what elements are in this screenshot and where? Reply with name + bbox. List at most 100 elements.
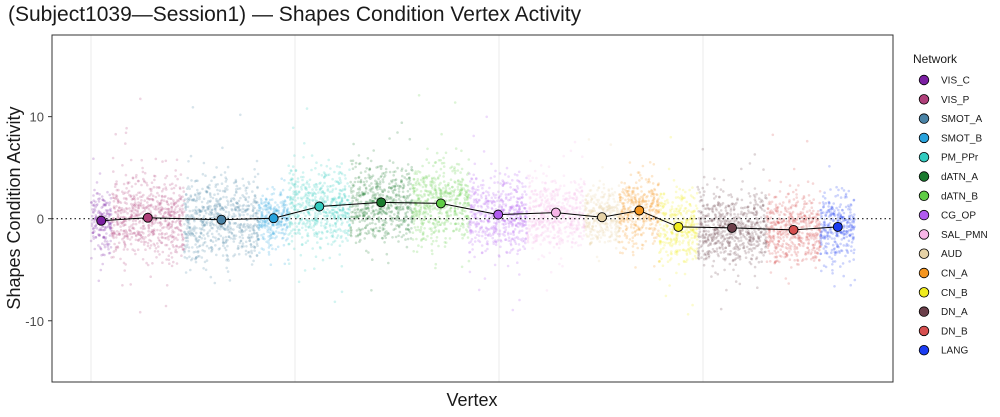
data-point [272, 209, 276, 213]
data-point [414, 181, 418, 184]
data-point [363, 210, 366, 214]
data-point [427, 194, 431, 197]
data-point [423, 192, 426, 196]
data-point [613, 191, 617, 194]
data-point [203, 224, 206, 228]
data-point [306, 234, 309, 237]
data-point [149, 189, 153, 193]
data-point [136, 203, 140, 207]
data-point [251, 209, 255, 212]
data-point [316, 232, 319, 236]
data-point [165, 207, 169, 211]
data-point [264, 224, 267, 227]
data-point [335, 165, 339, 168]
data-point [260, 247, 264, 250]
data-point [122, 229, 126, 233]
data-point [495, 228, 498, 231]
data-point [527, 215, 531, 218]
data-point [501, 199, 505, 203]
data-point [362, 183, 366, 187]
data-point [368, 167, 372, 171]
data-point [138, 203, 141, 207]
data-point [178, 215, 181, 219]
data-point [398, 184, 402, 188]
data-point [547, 165, 551, 168]
data-point [545, 220, 549, 224]
data-point [200, 210, 203, 213]
data-point [122, 192, 125, 195]
data-point [410, 165, 414, 169]
data-point [138, 231, 142, 234]
data-point [394, 199, 398, 202]
data-point [137, 238, 140, 242]
data-point [320, 237, 323, 240]
data-point [116, 220, 119, 223]
data-point [124, 173, 128, 177]
data-point [152, 222, 155, 226]
data-point [472, 173, 476, 177]
data-point [468, 221, 472, 225]
data-point [315, 183, 318, 186]
data-point [325, 222, 329, 226]
data-point [407, 207, 410, 210]
data-point [367, 209, 371, 213]
data-point [378, 185, 382, 188]
data-point [351, 159, 355, 162]
data-point [460, 186, 463, 189]
data-point [219, 234, 223, 238]
data-point [147, 208, 151, 211]
data-point [588, 222, 591, 225]
data-point [133, 249, 136, 252]
data-point [584, 198, 587, 201]
data-point [178, 186, 182, 189]
data-point [556, 219, 560, 222]
data-point [333, 216, 336, 220]
data-point [601, 190, 604, 194]
data-point [258, 225, 261, 229]
data-point [354, 216, 358, 220]
data-point [144, 248, 147, 251]
data-point [566, 200, 570, 203]
data-point [186, 205, 190, 209]
data-point [514, 236, 517, 240]
data-point [480, 244, 484, 247]
data-point [251, 235, 254, 239]
data-point [545, 289, 549, 292]
data-point [249, 243, 253, 246]
data-point [257, 206, 261, 209]
data-point [420, 245, 424, 249]
data-point [172, 260, 175, 264]
data-point [460, 167, 464, 171]
data-point [277, 209, 280, 213]
data-point [367, 207, 371, 210]
data-point [214, 212, 217, 215]
data-point [233, 222, 237, 225]
data-point [535, 218, 538, 222]
data-point [103, 228, 107, 231]
data-point [419, 230, 422, 234]
data-point [308, 202, 311, 205]
data-point [547, 223, 550, 227]
data-point [603, 234, 607, 237]
data-point [200, 236, 203, 240]
data-point [476, 193, 480, 196]
data-point [593, 209, 596, 213]
data-point [165, 258, 168, 261]
data-point [420, 219, 424, 223]
data-point [346, 233, 350, 237]
data-point [476, 205, 480, 208]
data-point [413, 226, 417, 229]
data-point [644, 240, 648, 243]
data-point [343, 196, 347, 199]
data-point [294, 199, 297, 202]
data-point [319, 247, 322, 250]
data-point [164, 194, 167, 198]
data-point [254, 196, 257, 199]
data-point [202, 219, 206, 223]
data-point [222, 208, 225, 211]
data-point [498, 199, 502, 203]
data-point [164, 159, 168, 163]
data-point [292, 173, 295, 176]
data-point [569, 149, 573, 153]
data-point [327, 173, 331, 176]
